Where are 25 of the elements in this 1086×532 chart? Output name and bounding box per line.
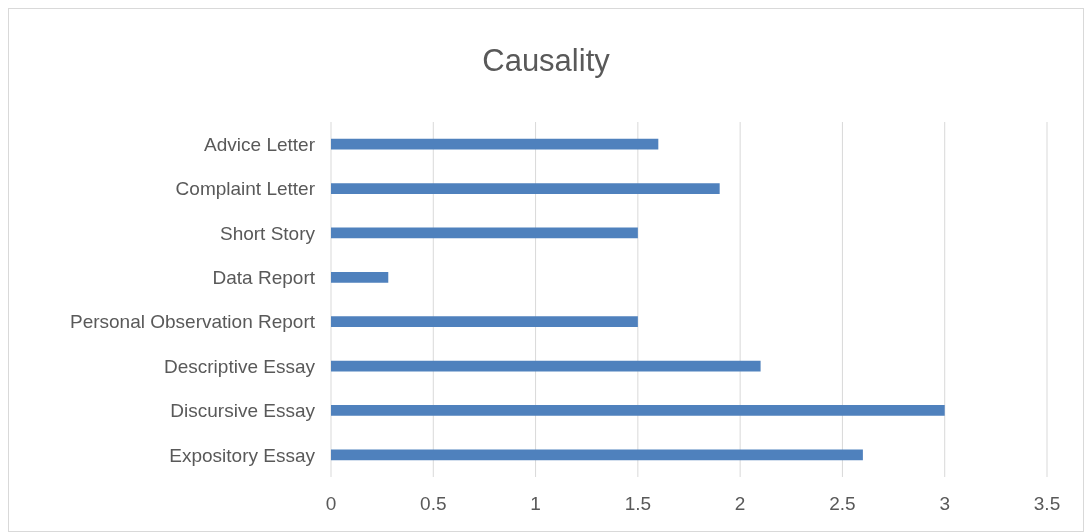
y-tick-label: Complaint Letter (175, 178, 316, 200)
bar (331, 271, 389, 283)
x-tick-label: 0.5 (420, 493, 447, 515)
bar (331, 183, 720, 194)
x-tick-label: 3.5 (1033, 493, 1061, 515)
bar (331, 227, 638, 239)
bar (331, 316, 638, 328)
x-tick-label: 2 (734, 493, 746, 515)
y-tick-label: Advice Letter (204, 133, 316, 155)
x-tick-label: 2.5 (829, 493, 856, 515)
y-tick-label: Personal Observation Report (69, 311, 316, 333)
bar (331, 360, 761, 372)
bar (331, 405, 945, 416)
x-tick-label: 3 (939, 493, 950, 515)
y-tick-label: Descriptive Essay (164, 355, 316, 377)
y-tick-label: Short Story (219, 222, 316, 244)
y-tick-label: Data Report (212, 267, 316, 289)
x-tick-label: 1.5 (624, 493, 652, 515)
x-tick-label: 0 (325, 493, 337, 515)
chart-title: Causality (481, 43, 611, 79)
y-tick-label: Expository Essay (169, 444, 316, 466)
y-tick-label: Discursive Essay (170, 400, 316, 422)
bar (331, 138, 659, 150)
bar (331, 449, 863, 461)
x-tick-label: 1 (530, 493, 541, 515)
